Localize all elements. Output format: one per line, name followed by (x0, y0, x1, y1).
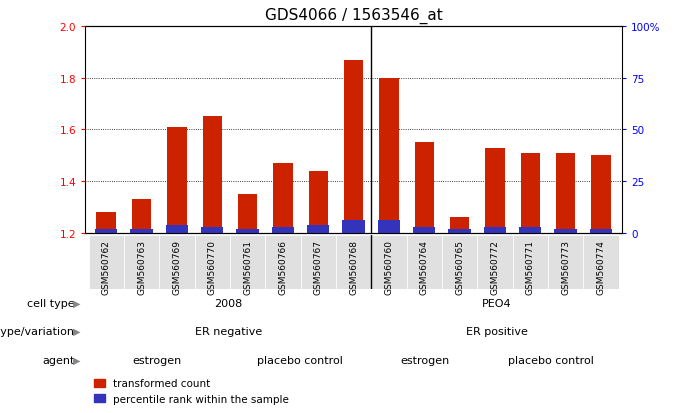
Bar (336, 235, 371, 289)
Text: GSM560770: GSM560770 (207, 240, 217, 294)
Bar (344, 60, 363, 233)
Bar (477, 235, 513, 289)
Text: ER positive: ER positive (466, 326, 528, 337)
Text: ▶: ▶ (73, 355, 80, 365)
Bar (124, 235, 159, 289)
Text: GSM560768: GSM560768 (349, 240, 358, 294)
Text: placebo control: placebo control (257, 355, 343, 365)
Bar (415, 143, 434, 233)
Bar (519, 227, 541, 233)
Bar (159, 235, 194, 289)
Bar (450, 218, 469, 233)
Text: PEO4: PEO4 (482, 298, 511, 308)
Text: ▶: ▶ (73, 298, 80, 308)
Text: GSM560769: GSM560769 (173, 240, 182, 294)
Bar (513, 235, 548, 289)
Bar (194, 235, 230, 289)
Bar (343, 221, 364, 233)
Text: GSM560773: GSM560773 (561, 240, 570, 294)
Bar (448, 229, 471, 233)
Text: GSM560771: GSM560771 (526, 240, 534, 294)
Text: cell type: cell type (27, 298, 75, 308)
Bar (132, 200, 151, 233)
Bar (556, 153, 575, 233)
Bar (583, 235, 619, 289)
Bar (265, 235, 301, 289)
Text: GSM560765: GSM560765 (455, 240, 464, 294)
Bar (486, 148, 505, 233)
Bar (548, 235, 583, 289)
Text: estrogen: estrogen (401, 355, 450, 365)
Bar (131, 229, 153, 233)
Title: GDS4066 / 1563546_at: GDS4066 / 1563546_at (265, 8, 443, 24)
Bar (407, 235, 442, 289)
Bar (95, 229, 118, 233)
Text: GSM560762: GSM560762 (102, 240, 111, 294)
Text: ER negative: ER negative (194, 326, 262, 337)
Text: GSM560760: GSM560760 (384, 240, 394, 294)
Text: genotype/variation: genotype/variation (0, 326, 75, 337)
Text: GSM560772: GSM560772 (490, 240, 500, 294)
Text: GSM560766: GSM560766 (278, 240, 288, 294)
Bar (554, 229, 577, 233)
Bar (97, 213, 116, 233)
Bar (230, 235, 265, 289)
Bar (309, 171, 328, 233)
Text: GSM560763: GSM560763 (137, 240, 146, 294)
Bar (442, 235, 477, 289)
Bar (413, 227, 435, 233)
Bar (483, 227, 506, 233)
Bar (521, 153, 540, 233)
Bar (203, 117, 222, 233)
Text: ▶: ▶ (73, 326, 80, 337)
Bar (88, 235, 124, 289)
Bar (273, 164, 292, 233)
Text: GSM560774: GSM560774 (596, 240, 605, 294)
Bar (272, 227, 294, 233)
Text: placebo control: placebo control (508, 355, 594, 365)
Bar (592, 156, 611, 233)
Bar (379, 78, 398, 233)
Bar (371, 235, 407, 289)
Bar (237, 229, 259, 233)
Text: GSM560761: GSM560761 (243, 240, 252, 294)
Text: GSM560764: GSM560764 (420, 240, 429, 294)
Bar (307, 225, 329, 233)
Bar (238, 195, 257, 233)
Text: GSM560767: GSM560767 (313, 240, 323, 294)
Bar (378, 221, 400, 233)
Legend: transformed count, percentile rank within the sample: transformed count, percentile rank withi… (90, 374, 293, 408)
Bar (301, 235, 336, 289)
Bar (167, 128, 186, 233)
Bar (201, 227, 224, 233)
Text: agent: agent (42, 355, 75, 365)
Bar (590, 229, 612, 233)
Bar (166, 225, 188, 233)
Text: estrogen: estrogen (132, 355, 182, 365)
Text: 2008: 2008 (214, 298, 242, 308)
